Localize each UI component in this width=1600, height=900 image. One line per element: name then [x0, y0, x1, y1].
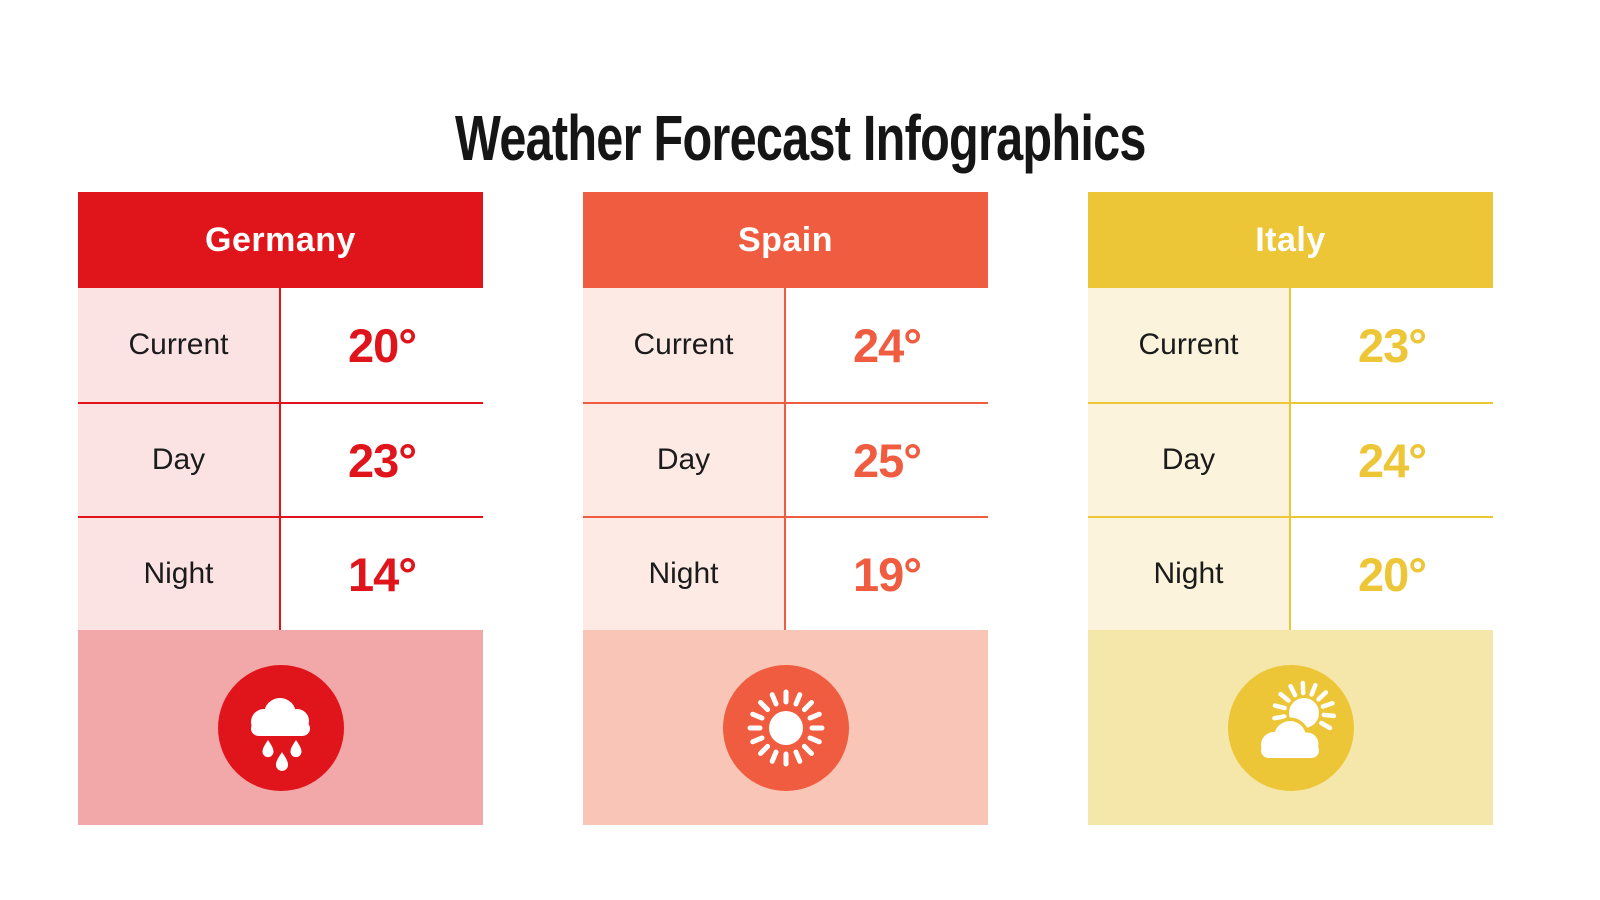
page-title: Weather Forecast Infographics [0, 101, 1600, 175]
forecast-value: 19° [786, 518, 988, 630]
forecast-row: Night 19° [583, 516, 988, 630]
forecast-row: Current 24° [583, 288, 988, 402]
forecast-label: Day [583, 404, 786, 516]
sun-rays [1271, 680, 1336, 730]
cloud-shape [250, 697, 310, 736]
raindrops [262, 739, 301, 771]
country-name: Italy [1255, 220, 1326, 259]
forecast-label: Current [78, 288, 281, 402]
card-footer [583, 630, 988, 825]
forecast-value: 24° [1291, 404, 1493, 516]
forecast-label: Current [1088, 288, 1291, 402]
forecast-label: Night [78, 518, 281, 630]
forecast-label: Day [1088, 404, 1291, 516]
card-header: Germany [78, 192, 483, 288]
card-footer [78, 630, 483, 825]
forecast-label: Night [583, 518, 786, 630]
forecast-row: Day 23° [78, 402, 483, 516]
cards-container: Germany Current 20° Day 23° Night 14° [78, 192, 1493, 825]
country-card-spain: Spain Current 24° Day 25° Night 19° [583, 192, 988, 825]
forecast-row: Day 25° [583, 402, 988, 516]
country-name: Germany [205, 220, 356, 259]
forecast-label: Day [78, 404, 281, 516]
forecast-value: 14° [281, 518, 483, 630]
forecast-row: Current 23° [1088, 288, 1493, 402]
page-title-text: Weather Forecast Infographics [454, 101, 1146, 174]
forecast-value: 20° [281, 288, 483, 402]
forecast-row: Night 14° [78, 516, 483, 630]
card-header: Spain [583, 192, 988, 288]
forecast-value: 25° [786, 404, 988, 516]
sun-behind-cloud-icon [1227, 664, 1354, 791]
card-footer [1088, 630, 1493, 825]
forecast-value: 23° [1291, 288, 1493, 402]
sun-icon [722, 664, 849, 791]
country-card-italy: Italy Current 23° Day 24° Night 20° [1088, 192, 1493, 825]
card-header: Italy [1088, 192, 1493, 288]
sun-disc [768, 710, 803, 745]
forecast-value: 24° [786, 288, 988, 402]
forecast-value: 20° [1291, 518, 1493, 630]
country-name: Spain [737, 220, 834, 259]
forecast-row: Day 24° [1088, 402, 1493, 516]
forecast-label: Current [583, 288, 786, 402]
forecast-value: 23° [281, 404, 483, 516]
cloud-shape [1257, 717, 1322, 761]
forecast-label: Night [1088, 518, 1291, 630]
rain-cloud-icon [217, 664, 344, 791]
forecast-row: Night 20° [1088, 516, 1493, 630]
forecast-row: Current 20° [78, 288, 483, 402]
sun-rays [747, 689, 824, 766]
country-card-germany: Germany Current 20° Day 23° Night 14° [78, 192, 483, 825]
